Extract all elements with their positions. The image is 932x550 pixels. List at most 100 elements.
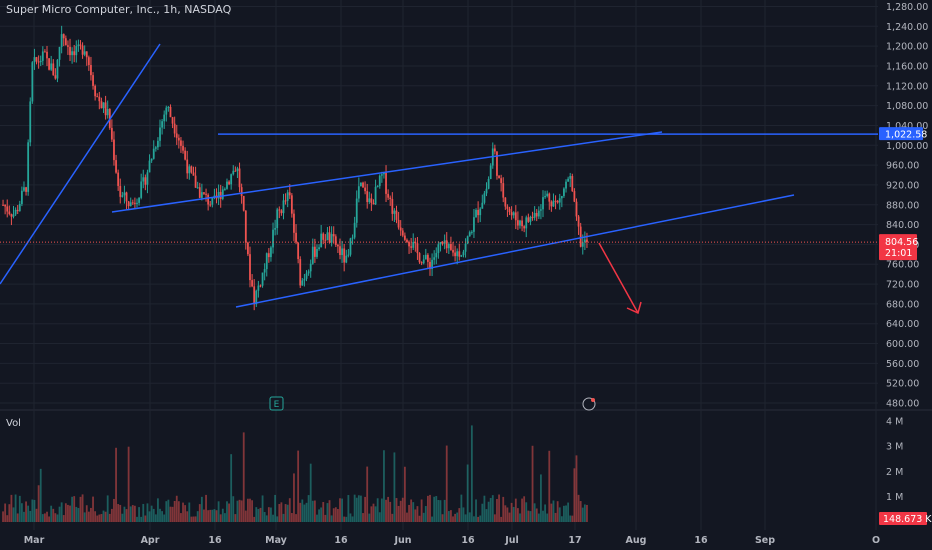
candle-body: [473, 217, 475, 232]
candle-body: [508, 208, 511, 213]
volume-bar: [259, 507, 262, 522]
volume-bar: [491, 495, 494, 522]
volume-bar: [148, 511, 151, 522]
candle-body: [573, 191, 576, 202]
volume-tick-label: 3 M: [886, 442, 903, 453]
volume-bar: [257, 508, 260, 522]
candle-body: [77, 44, 80, 47]
volume-bar: [299, 502, 302, 522]
volume-tick-label: 1 M: [886, 492, 903, 503]
volume-bar: [157, 498, 159, 522]
volume-bar: [20, 503, 23, 522]
volume-bar: [37, 485, 40, 522]
volume-axis[interactable]: 4 M 3 M 2 M 1 M: [886, 416, 903, 503]
candle-body: [131, 202, 134, 204]
drawings[interactable]: E: [0, 43, 878, 411]
volume-bar: [203, 509, 205, 522]
candle-body: [29, 101, 32, 143]
candle-body: [380, 174, 383, 176]
volume-bar: [265, 515, 268, 522]
candle-body: [251, 280, 253, 287]
candle-body: [496, 151, 498, 176]
candle-body: [129, 202, 132, 207]
time-tick-label: May: [265, 535, 288, 546]
candle-body: [200, 192, 203, 198]
volume-bar: [424, 506, 427, 522]
volume-label[interactable]: Vol: [6, 418, 21, 429]
candle-body: [186, 159, 189, 174]
volume-bar: [211, 509, 214, 522]
volume-bar: [221, 508, 224, 522]
candle-body: [424, 254, 427, 260]
dividend-icon-dot: [591, 398, 595, 402]
volume-bar: [261, 495, 264, 522]
volume-bar: [554, 512, 557, 522]
volume-bar: [468, 512, 471, 522]
volume-bar: [560, 516, 563, 522]
volume-bar: [64, 503, 67, 522]
candle-body: [313, 246, 316, 257]
earnings-marker: [269, 396, 284, 411]
volume-bar: [87, 511, 90, 522]
candle-body: [581, 242, 584, 247]
volume-bar: [445, 445, 448, 522]
candle-body: [211, 197, 214, 205]
volume-bar: [117, 504, 120, 522]
candle-body: [533, 212, 536, 218]
volume-bar: [332, 508, 335, 522]
candle-body: [332, 234, 335, 237]
candle-body: [535, 212, 538, 217]
candle-body: [207, 194, 210, 205]
time-axis[interactable]: Mar Apr 16 May 16 Jun 16 Jul 17 Aug 16 Sep O: [24, 535, 880, 546]
volume-bar: [200, 496, 203, 522]
volume-bar: [475, 499, 477, 522]
volume-bar: [12, 507, 15, 522]
candle-body: [14, 209, 17, 215]
volume-bar: [418, 515, 421, 522]
volume-bar: [274, 494, 277, 522]
candle-body: [540, 209, 542, 211]
price-tick-label: 600.00: [886, 339, 919, 350]
volume-bar: [27, 505, 30, 522]
price-tick-label: 1,280.00: [886, 2, 928, 13]
volume-bar: [54, 513, 57, 522]
candle-body: [152, 148, 155, 159]
candle-body: [326, 232, 329, 241]
candle-body: [117, 172, 120, 186]
volume-bar: [437, 500, 440, 522]
candle-body: [261, 272, 264, 286]
volume-bar: [165, 501, 168, 522]
volume-bar: [311, 500, 314, 522]
candle-body: [221, 189, 224, 199]
candle-body: [383, 172, 385, 175]
price-tick-label: 880.00: [886, 200, 919, 211]
volume-bar: [502, 496, 505, 522]
symbol-title[interactable]: Super Micro Computer, Inc., 1h, NASDAQ: [6, 3, 232, 16]
volume-bar: [14, 494, 17, 522]
volume-bar: [284, 504, 287, 522]
price-tick-label: 560.00: [886, 359, 919, 370]
volume-bar: [247, 498, 249, 522]
candle-body: [234, 170, 237, 172]
volume-bar: [481, 503, 484, 522]
candle-body: [477, 209, 480, 216]
candle-body: [87, 57, 90, 66]
volume-bar: [16, 513, 19, 522]
volume-bar: [94, 511, 97, 522]
candle-body: [550, 201, 553, 207]
volume-bar: [370, 506, 373, 522]
volume-bar: [44, 513, 46, 522]
volume-bar: [108, 513, 111, 522]
volume-bar: [226, 501, 228, 522]
volume-bars: [2, 425, 588, 522]
price-tick-label: 480.00: [886, 399, 919, 410]
volume-bar: [60, 502, 63, 522]
volume-bar: [316, 514, 318, 522]
candle-body: [205, 193, 207, 195]
volume-bar: [198, 504, 201, 522]
candle-body: [39, 60, 42, 63]
volume-bar: [18, 495, 21, 522]
candle-body: [399, 227, 402, 231]
candle-body: [123, 192, 126, 196]
